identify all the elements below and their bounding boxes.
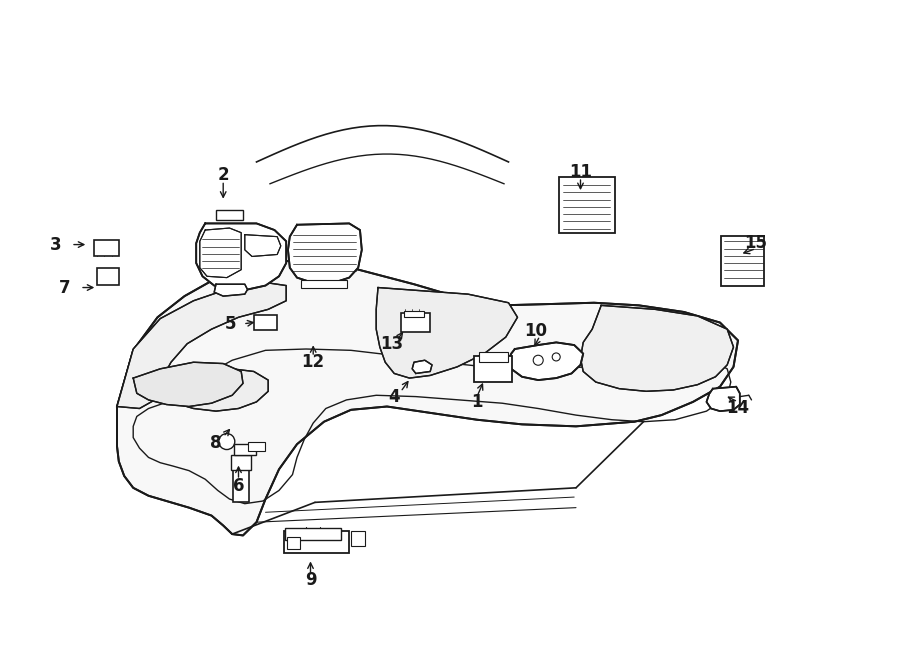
Polygon shape [508,342,583,380]
Bar [401,313,430,332]
Polygon shape [196,223,286,290]
Text: 15: 15 [744,234,768,253]
Text: 5: 5 [225,315,236,333]
Bar [721,237,764,286]
Bar [94,240,119,256]
Polygon shape [288,223,362,283]
Bar [404,311,424,317]
Bar [287,537,301,549]
Circle shape [219,434,235,449]
Bar [479,352,508,362]
Polygon shape [158,369,268,411]
Bar [248,442,265,451]
Bar [234,444,256,455]
Bar [284,531,349,553]
Circle shape [553,353,560,361]
Text: 6: 6 [233,477,244,495]
Bar [233,463,249,502]
Bar [254,315,277,330]
Bar [285,528,341,540]
Polygon shape [214,284,248,296]
Polygon shape [706,387,740,411]
Text: 1: 1 [472,393,482,411]
Text: 13: 13 [380,334,403,353]
Circle shape [533,355,544,366]
Text: 11: 11 [569,163,592,181]
Bar [231,455,251,470]
Polygon shape [133,362,243,407]
Bar [97,268,119,284]
Bar [474,356,512,382]
Text: 7: 7 [59,278,70,297]
Text: 12: 12 [302,353,325,371]
Bar [301,280,347,288]
Bar [559,176,615,233]
Polygon shape [117,261,738,535]
Bar [216,210,243,219]
Polygon shape [117,283,286,408]
Text: 9: 9 [305,571,316,590]
Polygon shape [580,305,734,391]
Text: 10: 10 [524,321,547,340]
Polygon shape [245,235,281,256]
Text: 2: 2 [218,166,229,184]
Polygon shape [376,288,518,378]
Text: 4: 4 [389,387,400,406]
Text: 3: 3 [50,235,61,254]
Bar [352,531,365,546]
Text: 14: 14 [726,399,750,418]
Polygon shape [412,360,432,373]
Text: 8: 8 [211,434,221,452]
Polygon shape [200,228,241,278]
